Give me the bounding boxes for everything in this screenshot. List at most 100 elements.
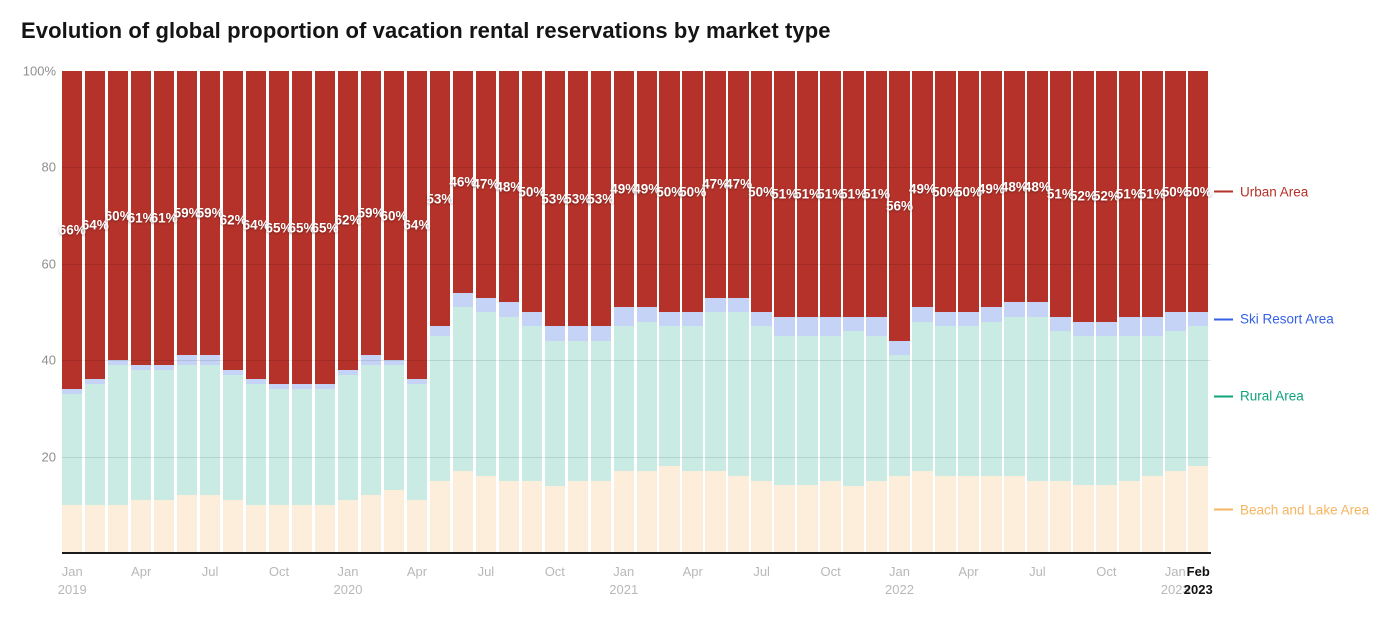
bar-segment-ski-resort-area[interactable] [406,379,428,385]
bar-segment-beach-and-lake-area[interactable] [176,495,198,553]
bar-segment-ski-resort-area[interactable] [912,307,933,322]
legend-item-rural-area[interactable]: Rural Area [1214,389,1304,404]
bar-segment-urban-area[interactable] [1188,71,1209,312]
bar-segment-urban-area[interactable] [291,71,313,385]
bar-segment-rural-area[interactable] [153,369,175,500]
bar-segment-beach-and-lake-area[interactable] [130,499,152,553]
bar-segment-rural-area[interactable] [935,326,956,476]
bar-segment-ski-resort-area[interactable] [935,312,956,327]
bar-nov-2022[interactable] [1119,71,1140,553]
bar-dec-2019[interactable] [314,71,336,553]
bar-segment-rural-area[interactable] [475,311,497,476]
bar-jul-2019[interactable] [199,71,221,553]
bar-segment-urban-area[interactable] [360,71,382,356]
bar-segment-urban-area[interactable] [1027,71,1048,303]
bar-segment-rural-area[interactable] [1027,316,1048,481]
bar-segment-rural-area[interactable] [1188,326,1209,467]
bar-segment-ski-resort-area[interactable] [291,384,313,390]
bar-segment-beach-and-lake-area[interactable] [912,471,933,553]
bar-dec-2021[interactable] [866,71,887,553]
bar-segment-beach-and-lake-area[interactable] [360,495,382,553]
bar-segment-ski-resort-area[interactable] [843,316,864,332]
bar-may-2020[interactable] [429,71,451,553]
bar-segment-rural-area[interactable] [383,365,405,491]
bar-segment-ski-resort-area[interactable] [751,312,772,327]
bar-apr-2021[interactable] [682,71,703,553]
bar-segment-ski-resort-area[interactable] [705,297,726,312]
bar-segment-ski-resort-area[interactable] [889,340,910,356]
bar-segment-ski-resort-area[interactable] [544,326,566,341]
bar-segment-beach-and-lake-area[interactable] [429,480,451,553]
bar-segment-beach-and-lake-area[interactable] [107,504,129,553]
bar-segment-beach-and-lake-area[interactable] [1050,480,1071,553]
bar-segment-rural-area[interactable] [912,321,933,472]
bar-segment-urban-area[interactable] [130,71,152,366]
bar-segment-rural-area[interactable] [314,389,336,505]
bar-segment-ski-resort-area[interactable] [245,379,267,385]
bar-segment-beach-and-lake-area[interactable] [843,485,864,553]
bar-segment-urban-area[interactable] [797,71,818,317]
bar-segment-urban-area[interactable] [820,71,841,317]
bar-segment-ski-resort-area[interactable] [797,316,818,337]
bar-sep-2019[interactable] [245,71,267,553]
bar-segment-ski-resort-area[interactable] [1027,302,1048,317]
bar-apr-2020[interactable] [406,71,428,553]
legend-item-ski-resort-area[interactable]: Ski Resort Area [1214,312,1334,327]
bar-segment-urban-area[interactable] [475,71,497,298]
bar-segment-ski-resort-area[interactable] [659,312,680,327]
bar-segment-rural-area[interactable] [567,340,589,481]
bar-jul-2020[interactable] [475,71,497,553]
bar-segment-urban-area[interactable] [1004,71,1025,303]
bar-segment-rural-area[interactable] [1096,336,1117,486]
bar-segment-urban-area[interactable] [1165,71,1186,312]
bar-sep-2020[interactable] [521,71,543,553]
bar-segment-beach-and-lake-area[interactable] [1119,480,1140,553]
bar-segment-rural-area[interactable] [291,389,313,505]
bar-dec-2022[interactable] [1142,71,1163,553]
bar-segment-beach-and-lake-area[interactable] [682,471,703,553]
bar-segment-beach-and-lake-area[interactable] [452,471,474,553]
bar-segment-rural-area[interactable] [728,311,749,476]
bar-segment-rural-area[interactable] [1165,331,1186,472]
bar-segment-urban-area[interactable] [1096,71,1117,322]
bar-segment-ski-resort-area[interactable] [153,365,175,370]
bar-segment-rural-area[interactable] [222,374,244,500]
bar-segment-beach-and-lake-area[interactable] [153,499,175,553]
bar-segment-ski-resort-area[interactable] [567,326,589,341]
bar-nov-2021[interactable] [843,71,864,553]
bar-segment-beach-and-lake-area[interactable] [866,480,887,553]
bar-segment-rural-area[interactable] [498,316,520,481]
bar-nov-2020[interactable] [567,71,589,553]
bar-segment-beach-and-lake-area[interactable] [1165,471,1186,553]
bar-segment-ski-resort-area[interactable] [1142,316,1163,337]
bar-segment-beach-and-lake-area[interactable] [406,499,428,553]
bar-segment-urban-area[interactable] [314,71,336,385]
bar-segment-beach-and-lake-area[interactable] [1027,480,1048,553]
bar-segment-ski-resort-area[interactable] [1050,316,1071,332]
bar-segment-urban-area[interactable] [751,71,772,312]
bar-segment-beach-and-lake-area[interactable] [613,471,634,553]
bar-segment-urban-area[interactable] [774,71,795,317]
bar-segment-beach-and-lake-area[interactable] [1188,466,1209,553]
bar-segment-ski-resort-area[interactable] [62,389,83,394]
bar-segment-urban-area[interactable] [567,71,589,327]
bar-segment-beach-and-lake-area[interactable] [383,490,405,553]
bar-feb-2020[interactable] [360,71,382,553]
bar-segment-rural-area[interactable] [797,336,818,486]
bar-segment-urban-area[interactable] [429,71,451,327]
bar-segment-ski-resort-area[interactable] [222,369,244,375]
bar-segment-rural-area[interactable] [62,393,83,505]
bar-segment-rural-area[interactable] [1050,331,1071,481]
bar-may-2021[interactable] [705,71,726,553]
bar-segment-ski-resort-area[interactable] [981,307,1002,322]
bar-segment-urban-area[interactable] [337,71,359,370]
bar-segment-urban-area[interactable] [636,71,657,308]
bar-segment-urban-area[interactable] [383,71,405,361]
bar-segment-rural-area[interactable] [820,336,841,481]
bar-segment-urban-area[interactable] [889,71,910,341]
bar-segment-beach-and-lake-area[interactable] [544,485,566,553]
bar-segment-urban-area[interactable] [912,71,933,308]
bar-segment-beach-and-lake-area[interactable] [1004,475,1025,553]
bar-aug-2021[interactable] [774,71,795,553]
bar-segment-rural-area[interactable] [843,331,864,486]
